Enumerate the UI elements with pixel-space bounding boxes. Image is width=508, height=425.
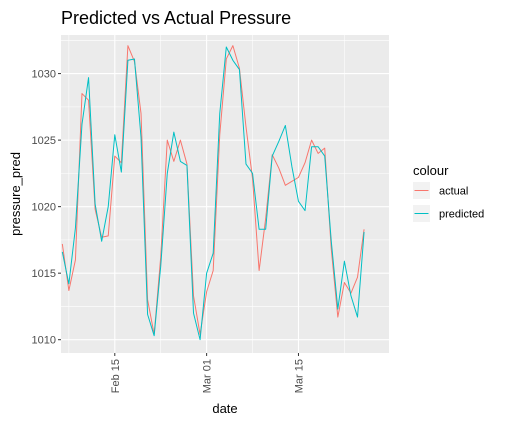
y-tick-label: 1030 (32, 69, 56, 81)
y-axis: 1010 1015 1020 1025 1030 (32, 69, 61, 347)
legend-title: colour (413, 163, 449, 178)
y-tick-label: 1015 (32, 268, 56, 280)
x-tick-label: Mar 15 (293, 359, 305, 393)
plot-panel (61, 35, 389, 353)
y-tick-label: 1025 (32, 135, 56, 147)
series-line-actual (61, 45, 365, 335)
minor-gridlines (61, 35, 389, 353)
series-line-predicted (61, 46, 365, 341)
legend-label-predicted: predicted (439, 209, 484, 221)
x-axis: Feb 15 Mar 01 Mar 15 (110, 353, 305, 393)
y-tick-label: 1020 (32, 202, 56, 214)
x-axis-title: date (212, 401, 237, 416)
legend-label-actual: actual (439, 186, 468, 198)
x-tick-label: Mar 01 (202, 359, 214, 393)
y-axis-title: pressure_pred (8, 152, 23, 236)
chart-title: Predicted vs Actual Pressure (61, 8, 291, 28)
x-tick-label: Feb 15 (110, 359, 122, 393)
y-tick-label: 1010 (32, 335, 56, 347)
legend: colour actual predicted (413, 163, 484, 222)
series-lines (61, 45, 365, 341)
